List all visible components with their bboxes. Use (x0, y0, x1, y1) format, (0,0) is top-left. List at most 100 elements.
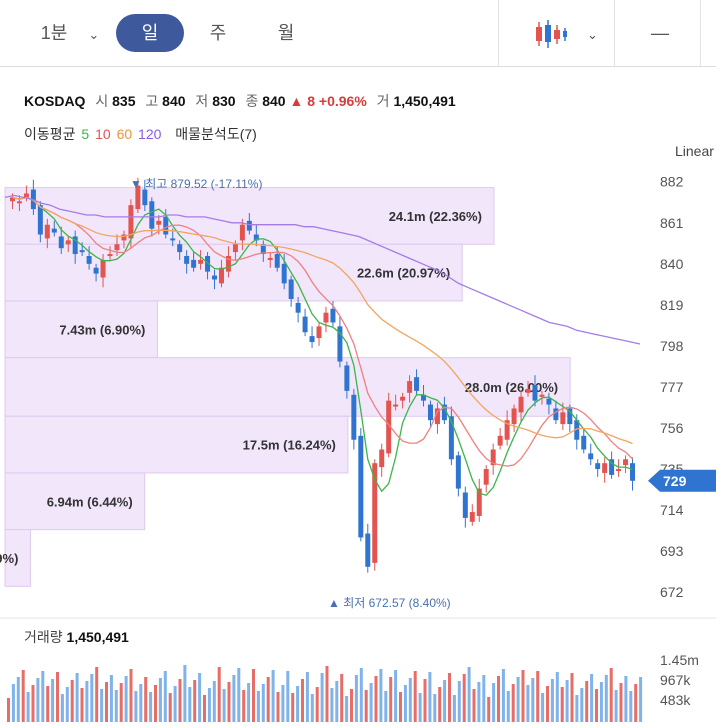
volume-bar (85, 681, 89, 722)
candle (434, 408, 440, 425)
volume-bar (452, 695, 456, 722)
ma-label[interactable]: 이동평균 (24, 126, 76, 142)
candle (253, 234, 259, 241)
y-tick-label: 819 (660, 297, 684, 313)
volume-bar (242, 690, 246, 722)
volume-bar (340, 674, 344, 722)
candle (114, 244, 120, 251)
volume-bar (462, 674, 466, 722)
volume-profile-label[interactable]: 매물분석도(7) (175, 126, 257, 142)
candle (504, 420, 510, 440)
chart-type-button[interactable]: ⌄ (520, 14, 610, 52)
volume-bar (291, 693, 295, 722)
toolbar: 1분 ⌄ 일 주 월 ⌄ — (0, 0, 716, 67)
volume-bar (198, 673, 202, 722)
y-tick-label: 672 (660, 584, 684, 600)
volume-bar (634, 684, 638, 722)
min-annotation: ▲ 최저 672.57 (8.40%) (328, 596, 451, 610)
chevron-down-icon: ⌄ (88, 27, 100, 42)
candle (441, 404, 447, 421)
candle (128, 205, 134, 239)
volume-bar (374, 676, 378, 722)
volume-bar (60, 694, 64, 722)
drawing-line-button[interactable]: — (651, 23, 669, 43)
candle (239, 224, 245, 241)
volume-bar (403, 685, 407, 722)
ma60-line (12, 196, 633, 445)
candle (483, 469, 489, 485)
candle (16, 201, 22, 204)
volume-bar (565, 680, 569, 722)
volume-bar (75, 673, 79, 722)
volume-bar (222, 689, 226, 722)
volume-bar (188, 687, 192, 722)
volume-value: 1,450,491 (393, 93, 456, 109)
change-value: ▲ 8 +0.96% (289, 93, 367, 109)
volume-bar (154, 685, 157, 722)
candle (9, 197, 15, 202)
symbol: KOSDAQ (24, 93, 86, 109)
candle (93, 267, 99, 274)
volume-bar (477, 682, 481, 722)
volume-profile-label: 7.43m (6.90%) (59, 322, 145, 337)
volume-bar (16, 677, 20, 722)
candle (205, 256, 211, 272)
volume-profile-label: 24.1m (22.36%) (389, 209, 482, 224)
candle (184, 256, 190, 264)
candle (525, 388, 531, 393)
volume-bar (178, 679, 182, 722)
candle (149, 201, 155, 229)
volume-profile-label: 22.6m (20.97%) (357, 266, 450, 281)
volume-bar (95, 667, 99, 722)
volume-bar (585, 681, 589, 722)
candle (476, 488, 482, 516)
y-tick-label: 882 (660, 174, 684, 190)
candle (518, 396, 524, 413)
volume-bar (521, 670, 525, 722)
volume-bar (207, 688, 211, 722)
volume-bar (575, 695, 579, 722)
volume-profile-bar (4, 357, 571, 417)
volume-bar (526, 685, 530, 722)
volume-bar (139, 684, 143, 722)
volume-bar (286, 671, 290, 722)
tab-day[interactable]: 일 (116, 14, 184, 52)
volume-bar (501, 669, 505, 722)
candle (218, 267, 224, 284)
candle (407, 381, 413, 393)
high-value: 840 (162, 93, 186, 109)
scale-mode[interactable]: Linear (675, 143, 714, 159)
volume-bar (310, 694, 314, 722)
candle (567, 408, 573, 425)
candle (295, 302, 301, 313)
volume-bar (546, 686, 549, 722)
volume-tick-label: 483k (660, 692, 691, 708)
volume-bar (46, 686, 50, 722)
volume-bar (124, 676, 128, 722)
candle (267, 257, 273, 260)
volume-bar (443, 680, 447, 722)
volume-bar (266, 677, 270, 722)
volume-bar (369, 683, 373, 722)
tab-month[interactable]: 월 (277, 23, 295, 43)
tab-week[interactable]: 주 (209, 23, 227, 43)
candle (302, 316, 308, 333)
volume-bar (217, 667, 221, 722)
volume-bar (41, 671, 45, 722)
candle (51, 228, 57, 233)
y-tick-label: 777 (660, 379, 684, 395)
volume-bar (168, 693, 172, 722)
volume-bar (70, 680, 74, 722)
volume-bar (212, 681, 216, 722)
divider (700, 0, 701, 66)
volume-bar (438, 687, 442, 722)
interval-select[interactable]: 1분 ⌄ (30, 14, 110, 52)
volume-bar (261, 684, 265, 722)
volume-bar (21, 670, 25, 722)
candlestick-icon (536, 20, 568, 49)
candle (225, 256, 231, 272)
candle (616, 469, 622, 472)
candle (177, 244, 183, 253)
volume-bar (408, 678, 412, 722)
candle (490, 449, 496, 466)
